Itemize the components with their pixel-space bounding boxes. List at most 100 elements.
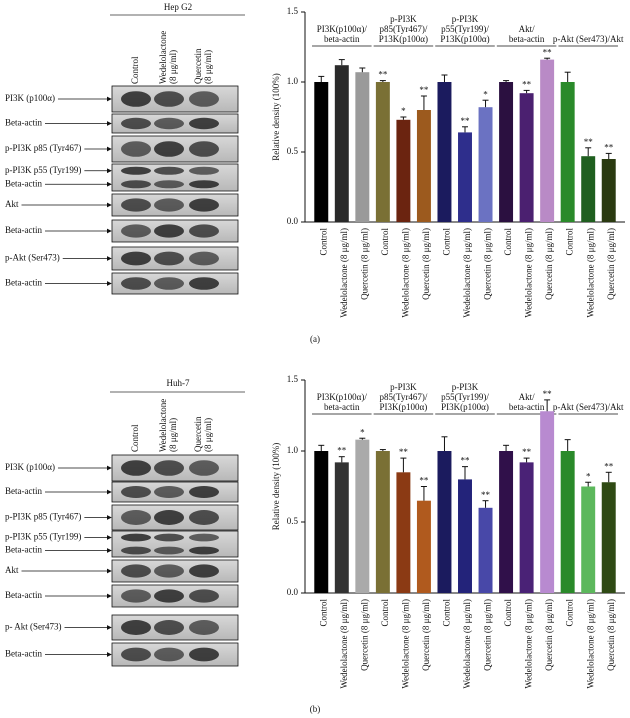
x-tick-label: Wedelolactone (8 μg/ml) [524,228,534,318]
lane-label: (8 μg/ml) [203,50,213,84]
blot-band [154,251,184,266]
lane-label: Quercetin [193,416,203,452]
significance: ** [337,446,347,456]
blot-band [154,647,184,662]
blot-band [154,198,184,212]
x-tick-label: Wedelolactone (8 μg/ml) [524,599,534,689]
blot-band [121,251,151,266]
row-label: p-Akt (Ser473) [5,253,60,263]
blot-band [189,141,219,157]
blot-band [189,251,219,266]
group-label: PI3K(p100α)/ [317,24,368,34]
lane-label: Control [130,424,140,452]
blot-band [189,589,219,603]
x-tick-label: Control [380,228,390,256]
lane-label: Wedelolactone [158,399,168,452]
x-tick-label: Quercetin (8 μg/ml) [544,599,554,671]
significance: ** [604,461,614,471]
bar [437,451,452,593]
group-label: p-Akt (Ser473)/Akt [553,34,624,44]
group-label: p85(Tyr467)/ [379,24,427,34]
significance: * [483,89,488,99]
x-tick-label: Wedelolactone (8 μg/ml) [400,228,410,318]
row-label: Beta-actin [5,118,42,128]
significance: ** [522,79,532,89]
x-tick-label: Wedelolactone (8 μg/ml) [400,599,410,689]
y-axis-label: Relative density (100%) [271,443,281,530]
significance: ** [543,389,553,399]
x-tick-label: Control [442,599,452,627]
bar [314,451,329,593]
group-label: PI3K(p100α)/ [317,392,368,402]
blot-band [154,486,184,498]
row-label: p-PI3K p55 (Tyr199) [5,165,81,175]
row-label: PI3K (p100α) [5,93,55,103]
x-tick-label: Control [565,228,575,256]
row-label: PI3K (p100α) [5,462,55,472]
lane-label: Wedelolactone [158,31,168,84]
blot-band [121,117,151,130]
blot-band [189,486,219,498]
group-label: p55(Tyr199)/ [441,392,489,402]
row-label: p- Akt (Ser473) [5,622,62,632]
blot-band [154,180,184,189]
bar [581,486,596,593]
row-label: Beta-actin [5,486,42,496]
blot-band [189,224,219,238]
bar [519,462,534,593]
bar [560,82,575,222]
panel-label: (b) [310,704,321,714]
bar [458,132,472,222]
significance: ** [522,447,532,457]
x-tick-label: Quercetin (8 μg/ml) [359,228,369,300]
blot-band [189,166,219,175]
bar [314,82,329,222]
significance: ** [419,476,429,486]
group-label: p-PI3K [390,382,417,392]
x-tick-label: Wedelolactone (8 μg/ml) [462,228,472,318]
significance: ** [543,47,553,57]
x-tick-label: Wedelolactone (8 μg/ml) [585,599,595,689]
blot-title: Huh-7 [167,378,190,388]
blot-band [121,141,151,157]
lane-label: (8 μg/ml) [168,50,178,84]
significance: ** [461,456,471,466]
bar [458,479,472,593]
bar [396,472,411,593]
significance: ** [378,70,388,80]
blot-band [154,620,184,635]
x-tick-label: Control [318,228,328,256]
group-label: P13K(p100α) [379,34,428,44]
panel-label: (a) [310,334,320,344]
blot-band [154,546,184,555]
significance: * [586,471,591,481]
group-label: beta-actin [509,402,545,412]
row-label: p-PI3K p85 (Tyr467) [5,512,81,522]
y-tick-label: 1.0 [287,76,299,86]
blot-band [121,564,151,578]
lane-label: (8 μg/ml) [203,418,213,452]
group-label: Akt/ [519,24,536,34]
bar [540,59,555,222]
group-label: PI3K(p100α) [380,402,428,412]
x-tick-label: Control [442,228,452,256]
x-tick-label: Control [503,228,513,256]
row-label: Beta-actin [5,649,42,659]
blot-band [121,510,151,525]
row-label: p-PI3K p85 (Tyr467) [5,143,81,153]
group-label: Akt/ [519,392,536,402]
bar [334,462,349,593]
bar [375,82,390,222]
blot-band [121,589,151,603]
group-label: p-Akt (Ser473)/Akt [553,402,624,412]
blot-band [121,460,151,476]
x-tick-label: Quercetin (8 μg/ml) [359,599,369,671]
group-label: p85(Tyr467)/ [379,392,427,402]
blot-band [121,533,151,542]
blot-band [154,166,184,175]
y-tick-label: 1.5 [287,374,299,384]
bar [416,110,431,222]
x-tick-label: Wedelolactone (8 μg/ml) [585,228,595,318]
row-label: Beta-actin [5,278,42,288]
bar [375,451,390,593]
